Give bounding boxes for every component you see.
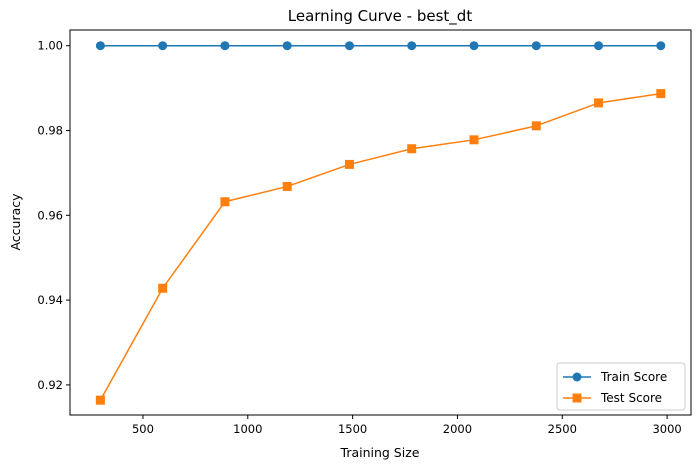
data-point <box>344 159 354 169</box>
data-point <box>220 197 230 207</box>
data-point <box>469 41 479 51</box>
plot-area <box>69 29 692 416</box>
x-axis-label: Training Size <box>340 445 420 460</box>
data-point <box>531 121 541 131</box>
y-axis-label: Accuracy <box>8 193 23 251</box>
legend-label-test: Test Score <box>600 391 662 405</box>
x-tick-label: 2500 <box>548 422 577 436</box>
y-tick-label: 1.00 <box>37 39 63 53</box>
data-point <box>282 41 292 51</box>
y-tick-label: 0.92 <box>37 378 63 392</box>
data-point <box>656 89 666 99</box>
y-tick-label: 0.96 <box>37 208 63 222</box>
series-line-1 <box>99 92 661 401</box>
data-point <box>469 135 479 145</box>
legend-marker-train <box>572 372 582 382</box>
x-axis: 500 1000 1500 2000 2500 3000 <box>132 415 682 436</box>
data-point <box>594 98 604 108</box>
legend-marker-test <box>572 393 582 403</box>
data-point <box>95 41 105 51</box>
x-tick-label: 500 <box>132 422 154 436</box>
data-point <box>158 283 168 293</box>
legend-label-train: Train Score <box>600 370 667 384</box>
data-point <box>531 41 541 51</box>
x-tick-label: 3000 <box>652 422 681 436</box>
data-point <box>594 41 604 51</box>
data-point <box>407 144 417 154</box>
y-tick-label: 0.94 <box>37 293 63 307</box>
data-point <box>95 395 105 405</box>
data-point <box>282 181 292 191</box>
data-point <box>220 41 230 51</box>
x-tick-label: 1000 <box>233 422 262 436</box>
series-layer <box>95 41 666 405</box>
data-point <box>344 41 354 51</box>
data-point <box>158 41 168 51</box>
chart-title: Learning Curve - best_dt <box>288 7 473 26</box>
data-point <box>656 41 666 51</box>
y-tick-label: 0.98 <box>37 123 63 137</box>
x-tick-label: 2000 <box>443 422 472 436</box>
y-axis: 0.92 0.94 0.96 0.98 1.00 <box>37 39 70 392</box>
data-point <box>407 41 417 51</box>
legend: Train Score Test Score <box>556 362 686 411</box>
x-tick-label: 1500 <box>338 422 367 436</box>
